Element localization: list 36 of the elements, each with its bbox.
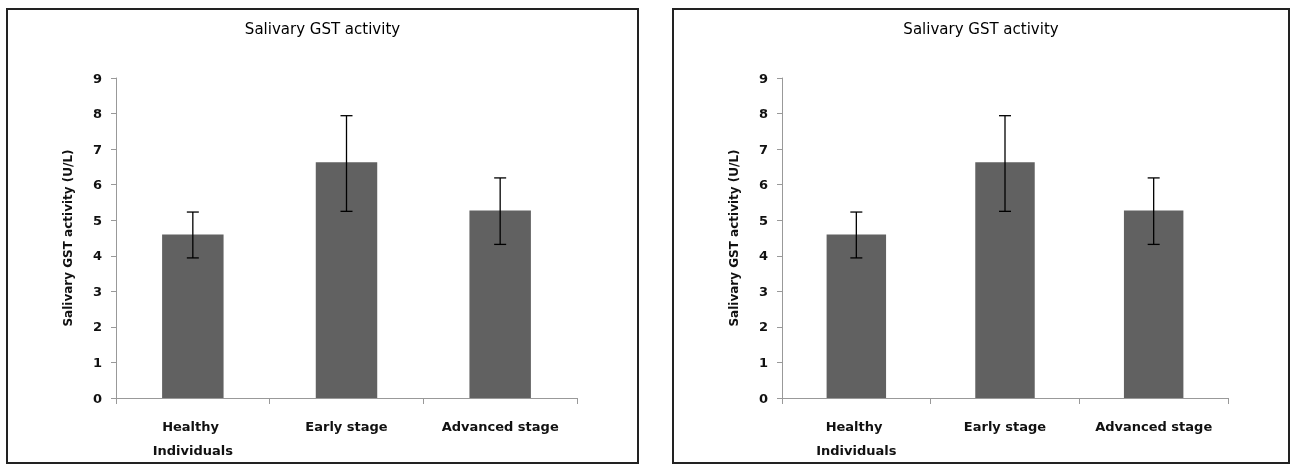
bar xyxy=(315,162,378,398)
y-tick-label: 7 xyxy=(758,141,768,157)
y-tick-label: 4 xyxy=(758,248,768,264)
y-tick-label: 8 xyxy=(92,106,102,122)
x-tick-label: Early stage xyxy=(963,418,1047,434)
y-tick-label: 3 xyxy=(758,283,768,299)
chart-title: Salivary GST activity xyxy=(903,19,1059,38)
y-tick-label: 5 xyxy=(92,212,102,228)
y-tick-label: 2 xyxy=(92,319,102,335)
y-tick-label: 8 xyxy=(758,106,768,122)
x-tick-label: Advanced stage xyxy=(441,418,559,434)
y-axis-title: Salivary GST activity (U/L) xyxy=(727,149,741,327)
y-tick-label: 5 xyxy=(758,212,768,228)
y-tick-label: 9 xyxy=(758,70,768,86)
y-tick-label: 6 xyxy=(92,177,102,193)
bar xyxy=(162,234,224,398)
x-tick-label: Healthy Individuals xyxy=(152,418,234,458)
y-tick-label: 1 xyxy=(758,354,768,370)
y-tick-label: 1 xyxy=(92,354,102,370)
y-tick-label: 9 xyxy=(92,70,102,86)
bar xyxy=(469,210,531,398)
chart-title: Salivary GST activity xyxy=(244,19,401,38)
y-tick-label: 6 xyxy=(758,177,768,193)
y-tick-label: 3 xyxy=(92,283,102,299)
bar xyxy=(975,162,1035,398)
y-tick-label: 0 xyxy=(92,390,102,406)
y-tick-label: 0 xyxy=(758,390,768,406)
bar xyxy=(826,234,887,398)
x-tick-label: Advanced stage xyxy=(1095,418,1213,434)
y-tick-label: 2 xyxy=(758,319,768,335)
y-tick-label: 7 xyxy=(92,141,102,157)
bar xyxy=(1123,210,1184,398)
y-tick-label: 4 xyxy=(92,248,102,264)
y-axis-title: Salivary GST activity (U/L) xyxy=(61,149,75,327)
x-tick-label: Early stage xyxy=(305,418,388,434)
x-tick-label: Healthy Individuals xyxy=(816,418,897,458)
